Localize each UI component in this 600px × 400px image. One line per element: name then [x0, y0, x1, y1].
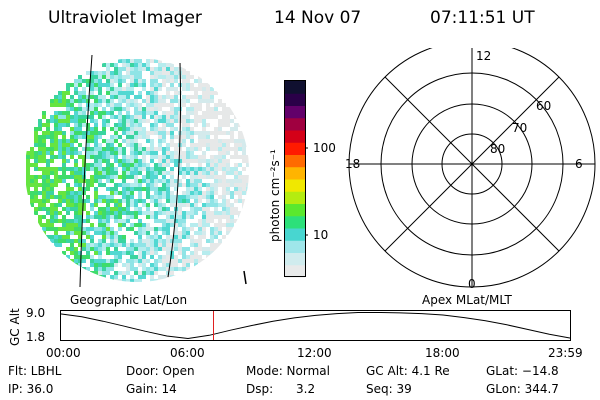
status-door: Door: Open	[126, 364, 195, 378]
ytick-bottom: 1.8	[26, 330, 46, 344]
colorbar-tick-100: 100	[313, 141, 336, 155]
mlt-label-6: 6	[575, 157, 583, 171]
status-gc-alt: GC Alt: 4.1 Re	[366, 364, 450, 378]
tick-mark	[243, 270, 247, 285]
instrument-title: Ultraviolet Imager	[48, 8, 202, 28]
xtick-4: 23:59	[548, 346, 583, 360]
colorbar-swatch	[285, 81, 305, 94]
colorbar-swatch	[285, 191, 305, 204]
mlt-label-12: 12	[476, 49, 491, 63]
date-label: 14 Nov 07	[274, 8, 362, 28]
status-mode: Mode: Normal	[246, 364, 330, 378]
geo-label: Geographic Lat/Lon	[70, 293, 188, 307]
xtick-3: 18:00	[425, 346, 460, 360]
geo-meridian-line	[79, 55, 93, 288]
colorbar-swatch	[285, 105, 305, 119]
polar-plot: 12 18 6 0 60 70 80	[345, 48, 596, 291]
colorbar-swatch	[285, 203, 305, 217]
colorbar-swatch	[285, 264, 305, 278]
colorbar-swatch	[285, 228, 305, 241]
altitude-timeline	[60, 310, 571, 341]
ytick-top: 9.0	[26, 306, 46, 320]
colorbar-tick-10: 10	[313, 228, 329, 242]
status-ip: IP: 36.0	[8, 382, 54, 396]
colorbar-swatch	[285, 154, 305, 168]
time-label: 07:11:51 UT	[430, 8, 535, 28]
colorbar-swatch	[285, 166, 305, 180]
xtick-1: 06:00	[170, 346, 205, 360]
colorbar	[284, 80, 308, 278]
altitude-curve	[60, 312, 571, 340]
colorbar-swatch	[285, 142, 305, 155]
mlt-label-0: 0	[468, 277, 476, 291]
colorbar-swatch	[285, 93, 305, 106]
colorbar-swatch	[285, 215, 305, 229]
xtick-2: 12:00	[297, 346, 332, 360]
lat-label-80: 80	[490, 142, 505, 156]
colorbar-label: photon cm⁻²s⁻¹	[268, 149, 282, 242]
colorbar-swatch	[285, 240, 305, 253]
colorbar-swatch	[285, 117, 305, 131]
apex-label: Apex MLat/MLT	[422, 293, 512, 307]
colorbar-swatch	[285, 179, 305, 192]
auroral-image	[26, 55, 249, 288]
status-dsp: Dsp: 3.2	[246, 382, 316, 396]
status-gain: Gain: 14	[126, 382, 177, 396]
status-glat: GLat: −14.8	[486, 364, 559, 378]
colorbar-swatch	[285, 130, 305, 143]
gc-alt-axis-label: GC Alt	[8, 308, 22, 346]
geo-meridian-line	[167, 62, 181, 278]
lat-label-70: 70	[512, 121, 527, 135]
timeline-frame	[60, 310, 571, 341]
mlt-label-18: 18	[345, 157, 360, 171]
status-filter: Flt: LBHL	[8, 364, 62, 378]
lat-label-60: 60	[536, 99, 551, 113]
xtick-0: 00:00	[46, 346, 81, 360]
polar-axis-diagonal	[384, 76, 560, 252]
colorbar-swatch	[285, 252, 305, 266]
status-glon: GLon: 344.7	[486, 382, 559, 396]
status-seq: Seq: 39	[366, 382, 412, 396]
